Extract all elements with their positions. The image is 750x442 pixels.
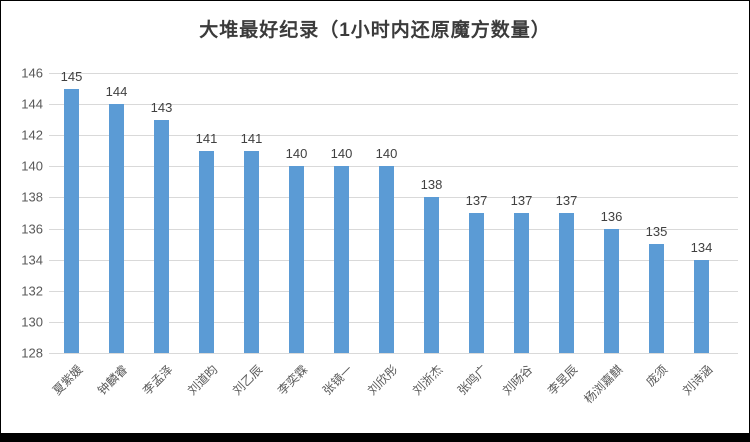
- y-axis-tick-140: 140: [21, 158, 43, 174]
- bar-value-label: 136: [600, 208, 623, 224]
- bar-value-label: 137: [510, 193, 533, 208]
- bar-张镜一: [334, 166, 349, 353]
- bar-value-label: 141: [195, 130, 218, 146]
- bar-value-label: 140: [375, 146, 398, 162]
- bar-value-label: 135: [645, 224, 668, 240]
- bar-value-label: 137: [555, 193, 578, 208]
- bar-夏紫媛: [64, 88, 79, 353]
- bar-value-label: 140: [285, 146, 308, 162]
- bar-钟麟睿: [109, 104, 124, 353]
- y-axis-tick-128: 128: [21, 345, 43, 361]
- bar-value-label: 137: [465, 193, 488, 208]
- y-axis-tick-136: 136: [21, 221, 43, 237]
- bar-张鸣广: [469, 213, 484, 353]
- bar-value-label: 141: [240, 130, 263, 146]
- bar-value-label: 143: [150, 99, 173, 115]
- bar-杨浏嘉麒: [604, 228, 619, 353]
- y-axis-tick-146: 146: [21, 65, 43, 81]
- bar-李奕霖: [289, 166, 304, 353]
- bar-value-label: 134: [690, 239, 713, 255]
- bar-value-label: 145: [60, 68, 83, 84]
- gridline-142: [49, 135, 738, 137]
- y-axis-tick-132: 132: [21, 283, 43, 299]
- y-axis-tick-144: 144: [21, 96, 43, 112]
- bar-刘浙杰: [424, 197, 439, 353]
- bar-庞须: [649, 244, 664, 353]
- y-axis-tick-130: 130: [21, 314, 43, 330]
- bar-李孟泽: [154, 119, 169, 353]
- bar-刘道昀: [199, 150, 214, 353]
- bar-value-label: 144: [105, 84, 128, 100]
- gridline-146: [49, 73, 738, 74]
- bar-value-label: 140: [330, 146, 353, 162]
- bar-刘乙辰: [244, 150, 259, 353]
- y-axis-tick-138: 138: [21, 189, 43, 205]
- chart-title: 大堆最好纪录（1小时内还原魔方数量）: [199, 20, 551, 41]
- bar-刘旸谷: [514, 213, 529, 353]
- bottom-black-strip: [1, 433, 749, 441]
- bar-刘诗涵: [694, 259, 709, 353]
- gridline-144: [49, 104, 738, 106]
- bar-value-label: 138: [420, 177, 443, 193]
- y-axis-tick-142: 142: [21, 127, 43, 143]
- bar-刘欣彤: [379, 166, 394, 353]
- bar-李昱辰: [559, 213, 574, 353]
- y-axis-tick-134: 134: [21, 252, 43, 268]
- gridline-128: [49, 353, 738, 354]
